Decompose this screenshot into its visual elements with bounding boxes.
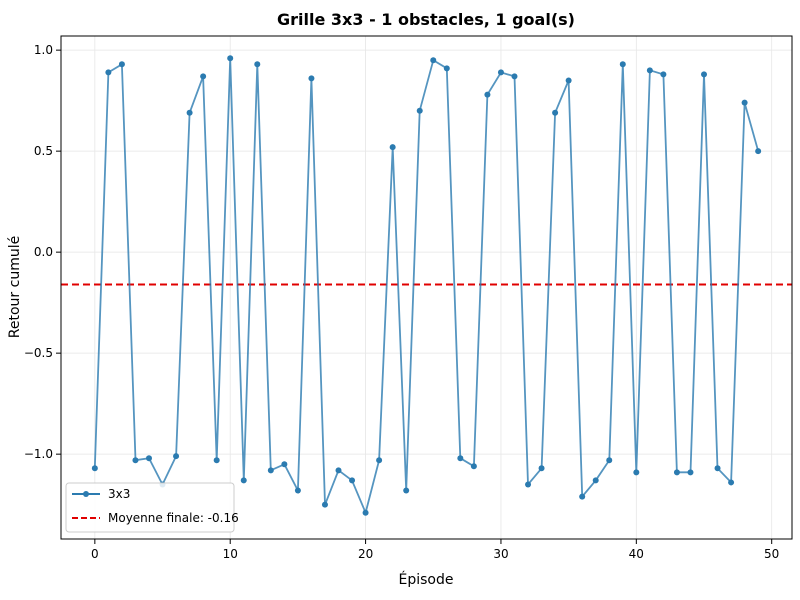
data-point — [376, 457, 383, 464]
data-point — [457, 455, 464, 462]
data-point — [741, 99, 748, 106]
y-tick-label: −1.0 — [24, 447, 53, 461]
data-point — [213, 457, 220, 464]
data-point — [118, 61, 125, 68]
legend-box — [65, 482, 235, 533]
data-point — [714, 465, 721, 472]
data-point — [403, 487, 410, 494]
y-tick-label: 0.5 — [34, 144, 53, 158]
legend-series-marker — [83, 491, 89, 497]
data-point — [660, 71, 667, 78]
data-point — [619, 61, 626, 68]
data-point — [511, 73, 518, 80]
x-ticks: 0 10 20 30 40 50 — [91, 539, 779, 561]
x-tick-label: 40 — [629, 547, 644, 561]
data-point — [173, 453, 180, 460]
y-tick-label: −0.5 — [24, 346, 53, 360]
data-point — [646, 67, 653, 74]
plot-frame — [60, 35, 793, 540]
data-point — [701, 71, 708, 78]
data-point — [592, 477, 599, 484]
legend-reference-label: Moyenne finale: -0.16 — [108, 511, 239, 525]
data-point — [443, 65, 450, 72]
data-point — [308, 75, 315, 82]
data-point — [430, 57, 437, 64]
data-point — [416, 107, 423, 114]
data-point — [321, 501, 328, 508]
data-point — [200, 73, 207, 80]
data-point — [525, 481, 532, 488]
y-ticks: −1.0 −0.5 0.0 0.5 1.0 — [24, 43, 61, 461]
data-point — [484, 91, 491, 98]
data-point — [538, 465, 545, 472]
data-point — [687, 469, 694, 476]
legend-series-label: 3x3 — [108, 487, 130, 501]
data-point — [91, 465, 98, 472]
data-point — [227, 55, 234, 62]
x-axis-label: Épisode — [399, 571, 454, 588]
data-point — [335, 467, 342, 474]
legend: 3x3 Moyenne finale: -0.16 — [65, 482, 239, 533]
x-tick-label: 30 — [493, 547, 508, 561]
data-point — [349, 477, 356, 484]
series-group — [91, 55, 762, 516]
x-tick-label: 0 — [91, 547, 99, 561]
data-point — [186, 109, 193, 116]
data-point — [105, 69, 112, 76]
x-tick-label: 10 — [223, 547, 238, 561]
data-point — [673, 469, 680, 476]
data-point — [362, 509, 369, 516]
series-line — [93, 58, 760, 516]
x-tick-label: 20 — [358, 547, 373, 561]
data-point — [281, 461, 288, 468]
data-point — [145, 455, 152, 462]
data-point — [294, 487, 301, 494]
data-point — [497, 69, 504, 76]
data-point — [240, 477, 247, 484]
grid — [61, 36, 792, 539]
data-point — [389, 144, 396, 151]
data-point — [728, 479, 735, 486]
data-point — [606, 457, 613, 464]
data-point — [755, 148, 762, 155]
y-tick-label: 0.0 — [34, 245, 53, 259]
y-tick-label: 1.0 — [34, 43, 53, 57]
chart-title: Grille 3x3 - 1 obstacles, 1 goal(s) — [277, 10, 575, 29]
data-point — [579, 493, 586, 500]
x-tick-label: 50 — [764, 547, 779, 561]
data-point — [470, 463, 477, 470]
data-point — [552, 109, 559, 116]
y-axis-label: Retour cumulé — [7, 236, 23, 338]
data-point — [254, 61, 261, 68]
data-point — [132, 457, 139, 464]
data-point — [633, 469, 640, 476]
data-point — [565, 77, 572, 84]
data-point — [267, 467, 274, 474]
